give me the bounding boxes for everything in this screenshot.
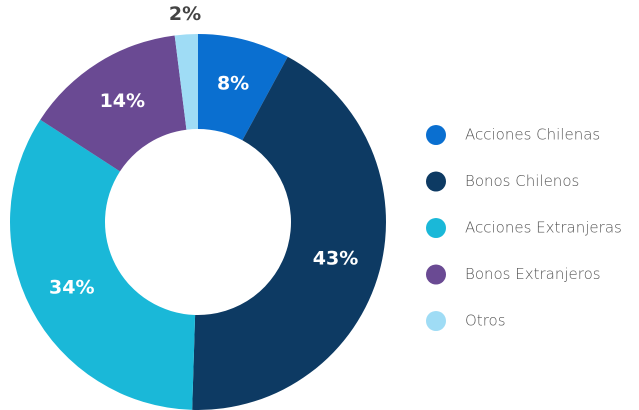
legend-swatch bbox=[426, 218, 446, 238]
legend-swatch bbox=[426, 171, 446, 192]
value-label: 34% bbox=[49, 277, 94, 299]
legend-label: Acciones Chilenas bbox=[465, 126, 600, 144]
legend-label: Otros bbox=[465, 312, 506, 330]
slice bbox=[10, 119, 196, 410]
legend-swatch bbox=[426, 264, 446, 285]
value-label: 43% bbox=[313, 248, 358, 270]
value-label: 8% bbox=[217, 72, 249, 94]
legend-swatch bbox=[426, 125, 446, 145]
slice bbox=[174, 34, 198, 130]
legend-label: Acciones Extranjeras bbox=[465, 219, 622, 237]
slice bbox=[192, 56, 386, 410]
legend-label: Bonos Extranjeros bbox=[465, 265, 601, 283]
slice bbox=[198, 34, 288, 141]
legend-label: Bonos Chilenos bbox=[465, 172, 579, 190]
value-label: 2% bbox=[169, 3, 201, 25]
value-label: 14% bbox=[100, 90, 145, 112]
slice bbox=[40, 35, 187, 172]
legend-swatch bbox=[426, 311, 446, 331]
